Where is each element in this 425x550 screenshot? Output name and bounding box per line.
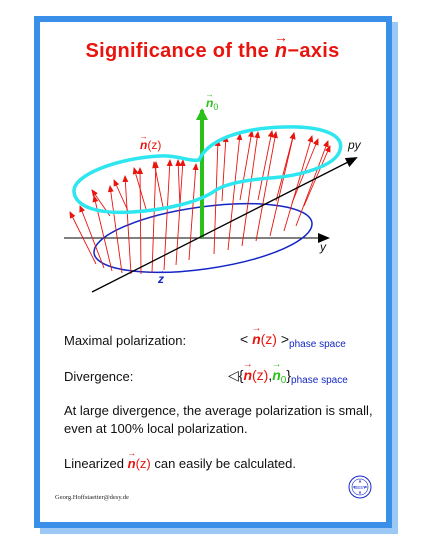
spin-arrow: [69, 211, 97, 265]
div-n-letter: n: [243, 367, 253, 383]
spin-arrow: [283, 135, 314, 232]
py-label: py: [348, 138, 361, 152]
spin-arrow: [79, 205, 105, 269]
spin-arrow: [221, 135, 229, 202]
spin-arrow: [295, 140, 329, 227]
desy-logo: DESY: [348, 475, 372, 499]
lin-suffix: can easily be calculated.: [150, 456, 296, 471]
title-suffix: −axis: [287, 40, 340, 62]
divergence-formula: ◁{n(z),n0}phase space: [228, 367, 348, 386]
maximal-polarization-label: Maximal polarization:: [64, 333, 187, 348]
n-letter: n: [140, 138, 148, 152]
spin-field-arrows: [69, 130, 331, 275]
z-label: z: [158, 272, 164, 286]
large-divergence-statement: At large divergence, the average polariz…: [64, 403, 373, 436]
mp-subscript: phase space: [289, 339, 346, 350]
lin-n-vec: n: [128, 456, 136, 471]
div-close: }: [286, 367, 292, 383]
spin-arrow: [188, 163, 199, 261]
mp-n-letter: n: [252, 331, 261, 347]
div-comma: ,: [268, 367, 273, 383]
title-n-letter: n: [274, 40, 288, 62]
title-prefix: Significance of the: [85, 40, 275, 62]
logo-text: DESY: [354, 485, 366, 490]
spin-arrow: [132, 167, 147, 210]
spin-arrow: [269, 132, 296, 237]
spin-arrow: [152, 161, 164, 208]
mp-close: >: [280, 331, 290, 347]
title-n-vector: n: [275, 40, 288, 63]
n-vec: n: [140, 138, 147, 152]
lin-arg: (z): [135, 456, 151, 471]
linearized-statement: Linearized n(z) can easily be calculated…: [64, 456, 296, 471]
divergence-label: Divergence:: [64, 369, 134, 384]
div-n0-vec: n: [272, 367, 281, 383]
spin-arrow: [113, 179, 129, 212]
y-label: y: [320, 240, 326, 254]
slide-title: Significance of the n−axis: [0, 40, 425, 63]
spin-arrow: [227, 133, 243, 251]
spin-arrow: [175, 159, 186, 266]
div-n0-letter: n: [272, 367, 281, 383]
spin-arrow: [122, 175, 132, 275]
n0-letter: n: [206, 96, 214, 110]
spin-arrow: [175, 159, 182, 208]
n-arg: (z): [147, 138, 162, 152]
div-n-arg: (z): [252, 367, 269, 383]
lin-prefix: Linearized: [64, 456, 128, 471]
n0-vec: n: [206, 96, 213, 110]
z-letter: z: [158, 272, 164, 286]
spin-arrow: [137, 167, 144, 275]
lin-n-letter: n: [127, 456, 136, 471]
spin-arrow: [255, 131, 278, 242]
spin-arrow: [213, 139, 221, 255]
mp-arg: (z): [260, 331, 277, 347]
n-of-z-label: n(z): [140, 138, 161, 152]
z-vec: z: [158, 272, 164, 286]
n0-sub: 0: [213, 102, 219, 112]
div-n0-sub: 0: [280, 375, 287, 386]
spin-arrow: [257, 130, 274, 201]
div-subscript: phase space: [291, 375, 348, 386]
spin-arrow: [241, 131, 261, 247]
n0-label: n0: [206, 96, 219, 112]
spin-arrow: [163, 159, 173, 271]
spin-arrow: [107, 185, 123, 274]
div-open: ◁{: [228, 367, 244, 383]
spin-arrow: [239, 130, 254, 201]
spin-arrow: [275, 132, 296, 202]
author-email: Georg.Hoffstaetter@desy.de: [55, 494, 129, 501]
spin-tip-curve: [72, 125, 343, 215]
mp-n-vec: n: [252, 331, 261, 347]
spin-arrow: [151, 161, 159, 274]
spin-arrow: [303, 145, 331, 207]
div-n-vec: n: [243, 367, 252, 383]
maximal-polarization-formula: < n(z) >phase space: [240, 331, 346, 350]
mp-open: <: [240, 331, 249, 347]
phase-space-ellipse: [93, 202, 313, 274]
phase-space-axis: [91, 157, 358, 293]
